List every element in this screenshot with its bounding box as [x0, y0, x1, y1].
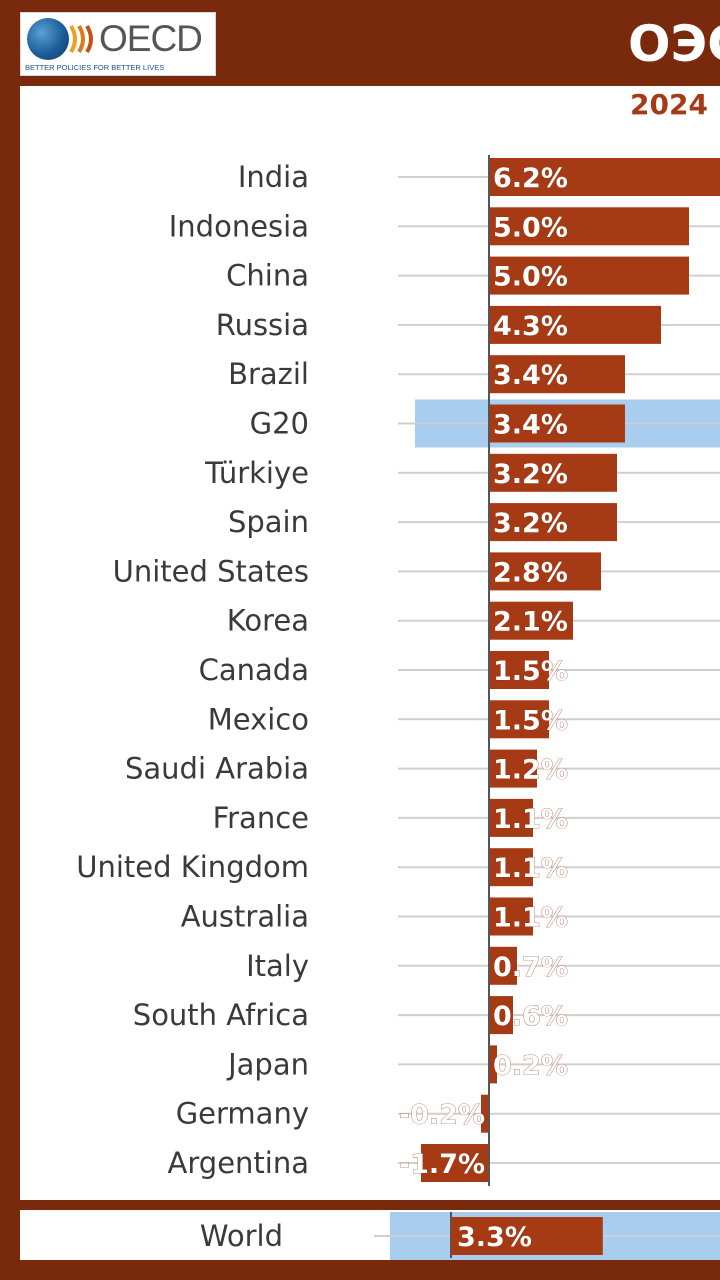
category-label: France: [213, 801, 309, 835]
value-label: 5.0%: [493, 262, 568, 293]
bar-china: [489, 256, 689, 295]
value-label: 6.2%: [493, 163, 568, 194]
value-label: 1.1%: [493, 853, 568, 884]
logo-text: OECD: [99, 18, 203, 59]
value-label: 1.5%: [493, 656, 568, 687]
category-label: United Kingdom: [76, 850, 309, 884]
value-label: 3.4%: [493, 410, 568, 441]
value-label: 3.4%: [493, 360, 568, 391]
value-label: 1.1%: [493, 903, 568, 934]
oecd-logo: OECD BETTER POLICIES FOR BETTER LIVES: [20, 12, 216, 76]
bar-argentina: [421, 1144, 489, 1182]
category-label: Germany: [176, 1097, 309, 1131]
bar-australia: [489, 897, 533, 936]
category-label: Russia: [216, 308, 309, 342]
bar-mexico: [489, 700, 549, 739]
value-label: 4.3%: [493, 311, 568, 342]
page-title: ОЭС: [628, 15, 720, 73]
category-label: Korea: [227, 604, 309, 638]
year-label: 2024: [630, 88, 708, 121]
bar-saudi-arabia: [489, 749, 537, 788]
value-label: 0.2%: [493, 1050, 568, 1081]
value-label: 0.6%: [493, 1001, 568, 1032]
category-label: G20: [250, 407, 309, 441]
bar-world: [451, 1217, 603, 1255]
category-label: Türkiye: [204, 456, 309, 490]
category-label: Mexico: [208, 702, 309, 736]
category-label: Italy: [246, 949, 309, 983]
value-label: 1.2%: [493, 755, 568, 786]
bar-indonesia: [489, 207, 689, 246]
value-label: -0.2%: [399, 1100, 485, 1131]
bar-brazil: [489, 355, 625, 394]
bar-italy: [489, 946, 517, 985]
category-label: Saudi Arabia: [125, 752, 309, 786]
category-label: Australia: [181, 900, 309, 934]
value-label: 0.7%: [493, 952, 568, 983]
category-label: India: [238, 160, 309, 194]
bar-russia: [489, 305, 661, 344]
category-label: Brazil: [228, 357, 309, 391]
category-label: Argentina: [168, 1146, 309, 1180]
value-label: 3.2%: [493, 459, 568, 490]
value-label: 2.1%: [493, 607, 568, 638]
category-label: Japan: [226, 1047, 309, 1081]
category-label: United States: [113, 554, 309, 588]
value-label: 5.0%: [493, 212, 568, 243]
bar-tu-rkiye: [489, 453, 617, 492]
bar-france: [489, 798, 533, 837]
value-label: 2.8%: [493, 557, 568, 588]
value-label: -1.7%: [399, 1149, 485, 1180]
bar-spain: [489, 503, 617, 542]
category-label: Spain: [228, 505, 309, 539]
bar-united-states: [489, 552, 601, 591]
globe-icon: [27, 18, 69, 60]
bar-united-kingdom: [489, 848, 533, 887]
value-label: 1.1%: [493, 804, 568, 835]
bar-south-africa: [489, 996, 513, 1035]
world-value-label: 3.3%: [457, 1222, 532, 1253]
world-label: World: [200, 1219, 283, 1253]
bar-korea: [489, 601, 573, 640]
bar-canada: [489, 651, 549, 689]
logo-tagline: BETTER POLICIES FOR BETTER LIVES: [25, 63, 165, 72]
category-label: China: [226, 259, 309, 293]
bar-india: [489, 158, 720, 196]
category-label: Canada: [199, 653, 309, 687]
value-label: 3.2%: [493, 508, 568, 539]
bar-germany: [481, 1094, 489, 1133]
bar-japan: [489, 1045, 497, 1084]
category-label: Indonesia: [169, 209, 309, 243]
value-label: 1.5%: [493, 705, 568, 736]
category-label: South Africa: [133, 998, 309, 1032]
stripes-icon: [69, 24, 93, 54]
bar-g20: [489, 404, 625, 443]
